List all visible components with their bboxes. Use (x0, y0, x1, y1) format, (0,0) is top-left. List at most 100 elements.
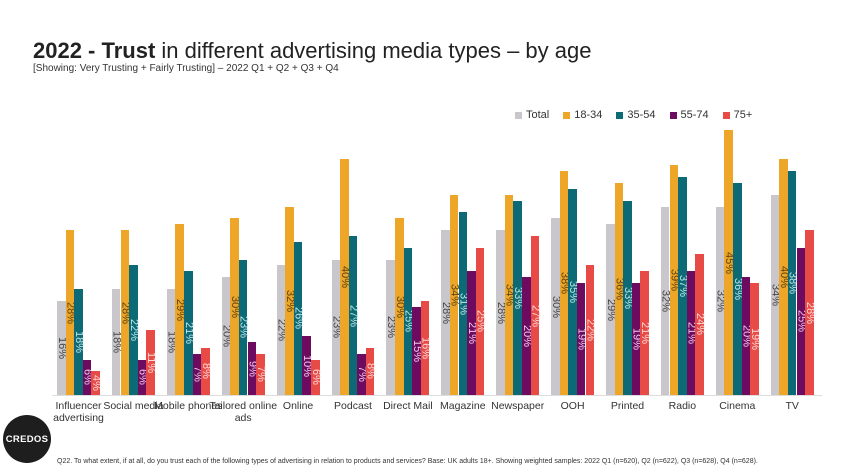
data-label: 19% (630, 328, 643, 351)
footnote: Q22. To what extent, if at all, do you t… (57, 458, 758, 465)
bar-Total-tailored-online-ads (221, 277, 231, 395)
category-label: OOH (560, 400, 585, 412)
bar-35-54-printed (623, 200, 632, 395)
data-label: 10% (301, 354, 314, 377)
page-title: 2022 - Trust in different advertising me… (33, 38, 592, 63)
data-label: 4% (90, 375, 103, 392)
bar-55-74-direct-mail (412, 306, 421, 395)
bar-18-34-printed (614, 183, 624, 395)
data-label: 23% (237, 316, 250, 339)
data-label: 22% (275, 319, 288, 342)
data-label: 33% (512, 286, 525, 309)
data-label: 21% (465, 322, 478, 345)
bar-35-54-tailored-online-ads (238, 259, 248, 395)
bar-55-74-influencer-advertising (82, 359, 92, 395)
data-label: 30% (229, 295, 242, 318)
data-label: 38% (558, 272, 571, 295)
bar-35-54-social-media (129, 265, 138, 395)
data-label: 28% (440, 301, 453, 324)
bar-18-34-online (285, 206, 294, 395)
bar-75+-direct-mail (420, 300, 430, 395)
bar-35-54-radio (678, 177, 687, 395)
category-label: Online (282, 400, 314, 412)
data-label: 28% (495, 301, 507, 324)
bar-75+-radio (695, 253, 704, 395)
bar-75+-ooh (585, 265, 595, 395)
bar-18-34-cinema (724, 130, 733, 395)
bar-75+-mobile-phones (201, 347, 210, 395)
category-label: Printed (610, 400, 645, 412)
data-label: 27% (529, 304, 542, 327)
data-label: 9% (246, 360, 259, 377)
data-label: 18% (165, 331, 178, 354)
data-label: 8% (200, 363, 212, 380)
data-label: 20% (740, 325, 753, 348)
bar-18-34-newspaper (504, 194, 514, 395)
page-subtitle: [Showing: Very Trusting + Fairly Trustin… (33, 63, 339, 74)
legend-label: 35-54 (627, 109, 656, 121)
data-label: 32% (659, 289, 672, 312)
data-label: 40% (778, 266, 791, 289)
data-label: 15% (411, 339, 423, 362)
legend-swatch (722, 111, 730, 119)
data-label: 26% (292, 307, 305, 330)
category-label: Newspaper (491, 400, 545, 412)
data-label: 19% (575, 328, 588, 351)
legend-label: 75+ (733, 109, 753, 121)
data-label: 19% (749, 328, 761, 351)
data-label: 36% (731, 278, 744, 301)
data-label: 28% (119, 301, 132, 324)
bar-55-74-social-media (137, 359, 147, 395)
bar-Total-online (276, 265, 286, 395)
data-label: 11% (145, 352, 158, 374)
data-label: 30% (549, 295, 562, 318)
bar-75+-tailored-online-ads (256, 353, 265, 395)
data-label: 16% (55, 336, 68, 359)
bar-Total-direct-mail (386, 259, 395, 395)
data-label: 23% (330, 316, 343, 339)
data-label: 18% (110, 331, 123, 354)
data-label: 35% (567, 280, 580, 303)
bar-35-54-magazine (458, 212, 468, 395)
data-label: 32% (714, 289, 727, 312)
data-label: 20% (520, 325, 533, 348)
data-label: 30% (393, 295, 406, 318)
bar-Total-mobile-phones (166, 289, 176, 395)
data-label: 38% (786, 272, 799, 295)
bar-55-74-cinema (741, 277, 751, 395)
data-label: 7% (254, 366, 267, 383)
data-label: 21% (182, 322, 195, 345)
chart-legend: Total 18-34 35-54 55-74 75+ (515, 109, 752, 121)
bar-35-54-podcast (348, 236, 358, 395)
bar-18-34-direct-mail (395, 218, 404, 395)
bar-18-34-magazine (449, 194, 459, 395)
data-label: 23% (385, 316, 398, 339)
bar-75+-tv (805, 230, 814, 395)
bar-55-74-printed (631, 283, 641, 395)
data-label: 8% (364, 363, 377, 380)
category-label: TV (785, 400, 799, 412)
data-label: 31% (457, 292, 470, 315)
bar-Total-radio (660, 206, 670, 395)
data-label: 32% (284, 289, 296, 312)
data-label: 40% (338, 266, 351, 289)
data-label: 37% (676, 275, 689, 298)
data-label: 7% (191, 366, 204, 383)
category-label: Influencer advertising (53, 400, 104, 424)
data-label: 29% (174, 298, 187, 321)
legend-label: Total (526, 109, 550, 121)
bar-35-54-influencer-advertising (74, 289, 83, 395)
data-label: 25% (402, 310, 415, 333)
data-label: 28% (803, 301, 816, 324)
bar-55-74-ooh (576, 283, 586, 395)
data-label: 33% (622, 286, 634, 309)
data-label: 6% (136, 369, 149, 386)
legend-item-Total: Total (515, 109, 549, 121)
bar-18-34-social-media (120, 230, 130, 395)
bar-75+-influencer-advertising (91, 371, 100, 395)
bar-Total-podcast (331, 259, 341, 395)
category-label: Podcast (334, 400, 372, 412)
bar-18-34-tailored-online-ads (230, 218, 239, 395)
data-label: 7% (356, 366, 369, 383)
data-label: 25% (474, 310, 487, 333)
